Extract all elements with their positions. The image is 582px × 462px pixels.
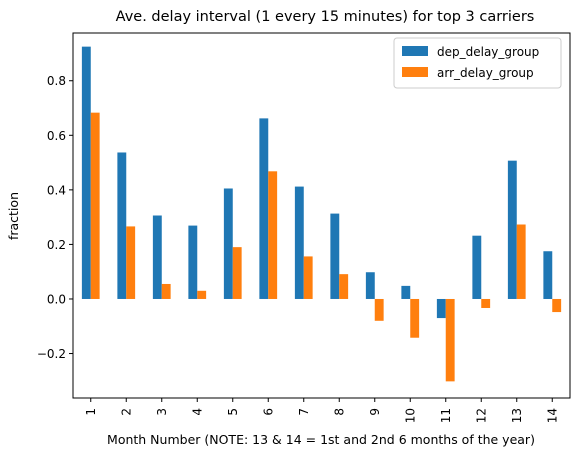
- plot-frame: [72, 32, 571, 399]
- bar-arr_delay_group-4: [197, 290, 207, 299]
- bar-arr_delay_group-14: [552, 298, 562, 313]
- bar-dep_delay_group-14: [543, 251, 553, 299]
- bar-dep_delay_group-8: [330, 213, 340, 299]
- y-tick-label: 0.0: [47, 292, 66, 306]
- legend-label-dep_delay_group: dep_delay_group: [437, 45, 539, 59]
- bar-arr_delay_group-1: [90, 112, 100, 299]
- bar-dep_delay_group-6: [259, 118, 269, 299]
- bar-arr_delay_group-7: [303, 256, 313, 299]
- bar-dep_delay_group-2: [117, 152, 127, 299]
- bar-arr_delay_group-9: [374, 298, 384, 321]
- legend-swatch-dep_delay_group: [402, 46, 428, 56]
- bar-arr_delay_group-3: [161, 283, 171, 299]
- legend-label-arr_delay_group: arr_delay_group: [437, 66, 534, 80]
- x-tick-label: 3: [155, 408, 169, 416]
- bar-dep_delay_group-1: [81, 46, 91, 299]
- legend-box: [393, 37, 562, 89]
- x-tick-label: 14: [545, 408, 559, 423]
- x-tick-label: 12: [474, 408, 488, 423]
- bar-arr_delay_group-8: [339, 274, 349, 299]
- x-axis-label: Month Number (NOTE: 13 & 14 = 1st and 2n…: [107, 432, 535, 447]
- y-tick-label: 0.8: [47, 74, 66, 88]
- bar-dep_delay_group-10: [401, 285, 411, 299]
- x-tick-label: 11: [439, 408, 453, 423]
- bar-arr_delay_group-10: [410, 298, 420, 338]
- bar-dep_delay_group-3: [152, 215, 162, 299]
- x-tick-label: 6: [261, 408, 275, 416]
- x-tick-label: 5: [226, 408, 240, 416]
- y-tick-label: 0.6: [47, 129, 66, 143]
- axes-layer: −0.20.00.20.40.60.81 2 3 4 5 6 7 8 9 10 11 12 13 14: [37, 32, 571, 423]
- bars-layer: [81, 46, 562, 382]
- x-tick-label: 4: [190, 408, 204, 416]
- x-tick-label: 9: [368, 408, 382, 416]
- bar-arr_delay_group-12: [481, 298, 491, 308]
- legend-swatch-arr_delay_group: [402, 67, 428, 77]
- x-tick-label: 1: [84, 408, 98, 416]
- x-tick-label: 10: [403, 408, 417, 423]
- y-axis-label: fraction: [6, 192, 21, 240]
- bar-arr_delay_group-2: [126, 226, 136, 299]
- bar-arr_delay_group-5: [232, 247, 242, 299]
- bar-dep_delay_group-13: [507, 160, 517, 299]
- bar-dep_delay_group-9: [365, 272, 375, 299]
- x-tick-label: 7: [297, 408, 311, 416]
- bar-dep_delay_group-4: [188, 225, 198, 299]
- y-tick-label: 0.2: [47, 238, 66, 252]
- bar-dep_delay_group-5: [223, 188, 233, 299]
- y-tick-label: 0.4: [47, 183, 66, 197]
- chart-legend: dep_delay_group arr_delay_group: [393, 37, 562, 89]
- bar-arr_delay_group-11: [445, 298, 455, 382]
- y-tick-label: −0.2: [37, 347, 66, 361]
- bar-dep_delay_group-7: [294, 186, 304, 299]
- x-tick-label: 8: [332, 408, 346, 416]
- bar-arr_delay_group-13: [516, 224, 526, 299]
- bar-dep_delay_group-11: [436, 298, 446, 319]
- x-tick-label: 13: [510, 408, 524, 423]
- bar-arr_delay_group-6: [268, 171, 278, 299]
- chart-title: Ave. delay interval (1 every 15 minutes)…: [116, 9, 535, 25]
- x-tick-label: 2: [119, 408, 133, 416]
- bar-dep_delay_group-12: [472, 235, 482, 299]
